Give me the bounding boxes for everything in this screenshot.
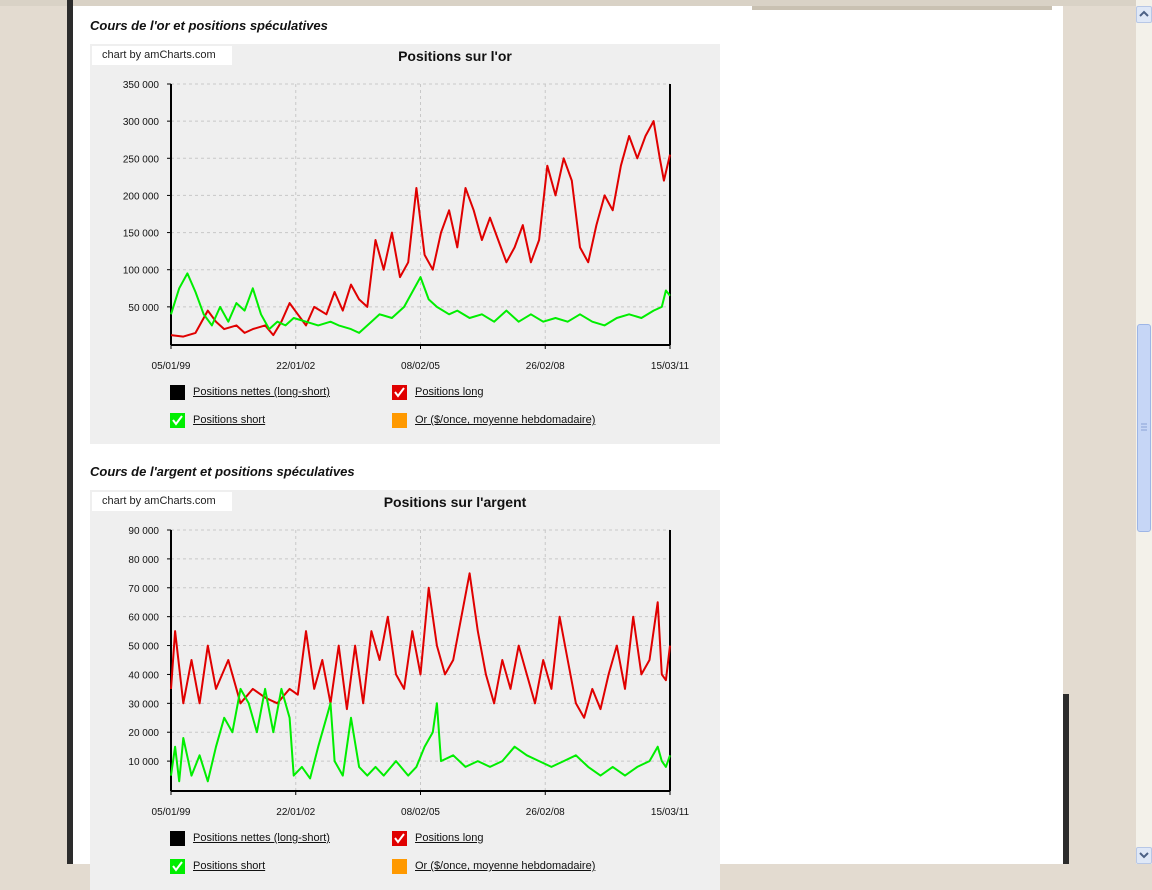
legend-label[interactable]: Positions nettes (long-short) bbox=[193, 832, 330, 844]
chart-title: Positions sur l'or bbox=[398, 48, 512, 64]
y-tick-label: 70 000 bbox=[128, 584, 159, 595]
legend-swatch[interactable] bbox=[170, 830, 185, 846]
y-tick-label: 60 000 bbox=[128, 613, 159, 624]
checkmark-icon bbox=[172, 860, 183, 872]
legend-label[interactable]: Positions short bbox=[193, 414, 266, 426]
page-right-border bbox=[1063, 694, 1069, 864]
x-tick-label: 08/02/05 bbox=[401, 361, 440, 372]
y-tick-label: 350 000 bbox=[123, 80, 160, 91]
checkmark-icon bbox=[394, 386, 405, 398]
y-tick-label: 10 000 bbox=[128, 757, 159, 768]
chevron-up-icon bbox=[1139, 10, 1149, 17]
x-tick-label: 05/01/99 bbox=[152, 807, 191, 818]
legend-label[interactable]: Positions long bbox=[415, 832, 484, 844]
y-tick-label: 250 000 bbox=[123, 154, 160, 165]
sidebar-cutoff bbox=[752, 6, 1052, 10]
x-tick-label: 15/03/11 bbox=[651, 361, 690, 372]
y-tick-label: 150 000 bbox=[123, 229, 160, 240]
legend-swatch[interactable] bbox=[392, 384, 407, 400]
legend-item[interactable]: Positions nettes (long-short) bbox=[170, 830, 330, 846]
y-tick-label: 80 000 bbox=[128, 555, 159, 566]
y-tick-label: 50 000 bbox=[128, 303, 159, 314]
series-line-long bbox=[170, 120, 671, 338]
y-tick-label: 30 000 bbox=[128, 699, 159, 710]
checkmark-icon bbox=[172, 414, 183, 426]
legend-label[interactable]: Positions long bbox=[415, 386, 484, 398]
amcharts-credit[interactable]: chart by amCharts.com bbox=[92, 492, 232, 511]
legend-label[interactable]: Positions nettes (long-short) bbox=[193, 386, 330, 398]
y-tick-label: 200 000 bbox=[123, 191, 160, 202]
x-tick-label: 26/02/08 bbox=[526, 807, 565, 818]
page-left-border bbox=[67, 0, 73, 864]
series-line-long bbox=[170, 572, 671, 719]
browser-top-edge bbox=[0, 0, 1136, 6]
legend-swatch[interactable] bbox=[392, 830, 407, 846]
legend-label[interactable]: Positions short bbox=[193, 860, 266, 872]
section-heading-silver: Cours de l'argent et positions spéculati… bbox=[90, 464, 355, 479]
x-tick-label: 08/02/05 bbox=[401, 807, 440, 818]
section-heading-gold: Cours de l'or et positions spéculatives bbox=[90, 18, 328, 33]
chart-title: Positions sur l'argent bbox=[383, 494, 527, 510]
chart-panel-silver: chart by amCharts.com Positions sur l'ar… bbox=[90, 490, 720, 890]
scroll-down-button[interactable] bbox=[1136, 847, 1152, 864]
vertical-scrollbar[interactable] bbox=[1136, 0, 1152, 864]
series-line-short bbox=[170, 272, 671, 334]
legend-item[interactable]: Positions short bbox=[170, 412, 265, 428]
chart-plot-gold: 350 000 300 000 250 000 200 000 150 000 100 0… bbox=[123, 80, 690, 372]
legend-swatch[interactable] bbox=[170, 412, 185, 428]
x-tick-label: 26/02/08 bbox=[526, 361, 565, 372]
x-tick-label: 22/01/02 bbox=[276, 807, 315, 818]
chart-plot-silver: 90 000 80 000 70 000 60 000 50 000 40 000 30 0… bbox=[128, 526, 690, 818]
y-tick-label: 20 000 bbox=[128, 728, 159, 739]
legend-label[interactable]: Or ($/once, moyenne hebdomadaire) bbox=[415, 860, 596, 872]
legend-swatch[interactable] bbox=[170, 384, 185, 400]
scroll-thumb[interactable] bbox=[1137, 324, 1151, 532]
chart-panel-gold: chart by amCharts.com Positions sur l'or… bbox=[90, 44, 720, 444]
y-tick-label: 300 000 bbox=[123, 117, 160, 128]
y-tick-label: 90 000 bbox=[128, 526, 159, 537]
y-tick-label: 50 000 bbox=[128, 642, 159, 653]
legend-item[interactable]: Or ($/once, moyenne hebdomadaire) bbox=[392, 858, 595, 874]
x-tick-label: 22/01/02 bbox=[276, 361, 315, 372]
legend-item[interactable]: Positions short bbox=[170, 858, 265, 874]
legend-swatch[interactable] bbox=[392, 858, 407, 874]
x-tick-label: 15/03/11 bbox=[651, 807, 690, 818]
y-tick-label: 100 000 bbox=[123, 266, 160, 277]
checkmark-icon bbox=[394, 832, 405, 844]
grip-icon bbox=[1141, 423, 1147, 431]
legend-swatch[interactable] bbox=[170, 858, 185, 874]
amcharts-credit[interactable]: chart by amCharts.com bbox=[92, 46, 232, 65]
chevron-down-icon bbox=[1139, 852, 1149, 859]
legend-item[interactable]: Positions long bbox=[392, 384, 484, 400]
legend-item[interactable]: Positions long bbox=[392, 830, 484, 846]
x-tick-label: 05/01/99 bbox=[152, 361, 191, 372]
series-line-short bbox=[170, 687, 671, 783]
legend-label[interactable]: Or ($/once, moyenne hebdomadaire) bbox=[415, 414, 596, 426]
scroll-up-button[interactable] bbox=[1136, 6, 1152, 23]
legend-item[interactable]: Or ($/once, moyenne hebdomadaire) bbox=[392, 412, 595, 428]
legend-item[interactable]: Positions nettes (long-short) bbox=[170, 384, 330, 400]
y-tick-label: 40 000 bbox=[128, 670, 159, 681]
legend-swatch[interactable] bbox=[392, 412, 407, 428]
